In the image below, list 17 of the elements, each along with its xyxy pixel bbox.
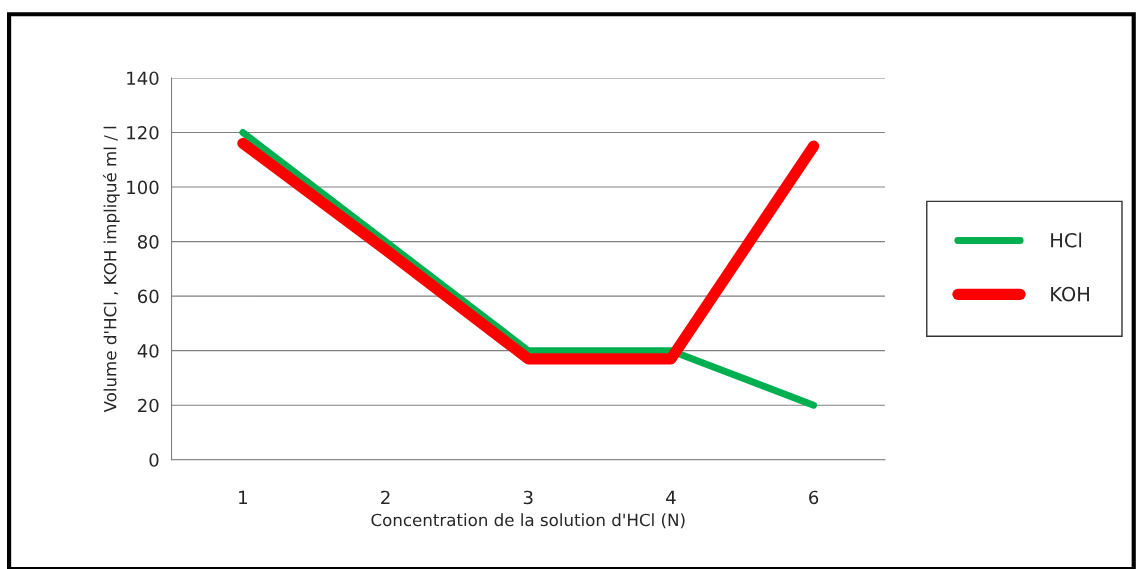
y-tick-label: 60 [138,289,159,304]
x-tick-label: 3 [523,490,533,505]
legend-label: HCl [1051,232,1082,248]
x-tick-label: 4 [666,490,676,505]
x-axis-title: Concentration de la solution d'HCl (N) [371,513,685,529]
x-tick-label: 1 [239,490,247,505]
x-tick-label: 2 [381,490,390,505]
y-tick-label: 40 [137,344,159,358]
y-tick-label: 120 [127,125,159,140]
y-tick-label: 100 [127,180,159,195]
y-tick-label: 80 [137,235,159,249]
y-axis-title: Volume d'HCl , KOH impliqué ml / l [102,126,120,413]
y-tick-label: 0 [149,453,159,467]
y-tick-label: 140 [127,71,159,86]
legend-label: KOH [1051,286,1089,302]
y-tick-label: 20 [138,398,159,413]
x-tick-label: 6 [809,490,819,505]
